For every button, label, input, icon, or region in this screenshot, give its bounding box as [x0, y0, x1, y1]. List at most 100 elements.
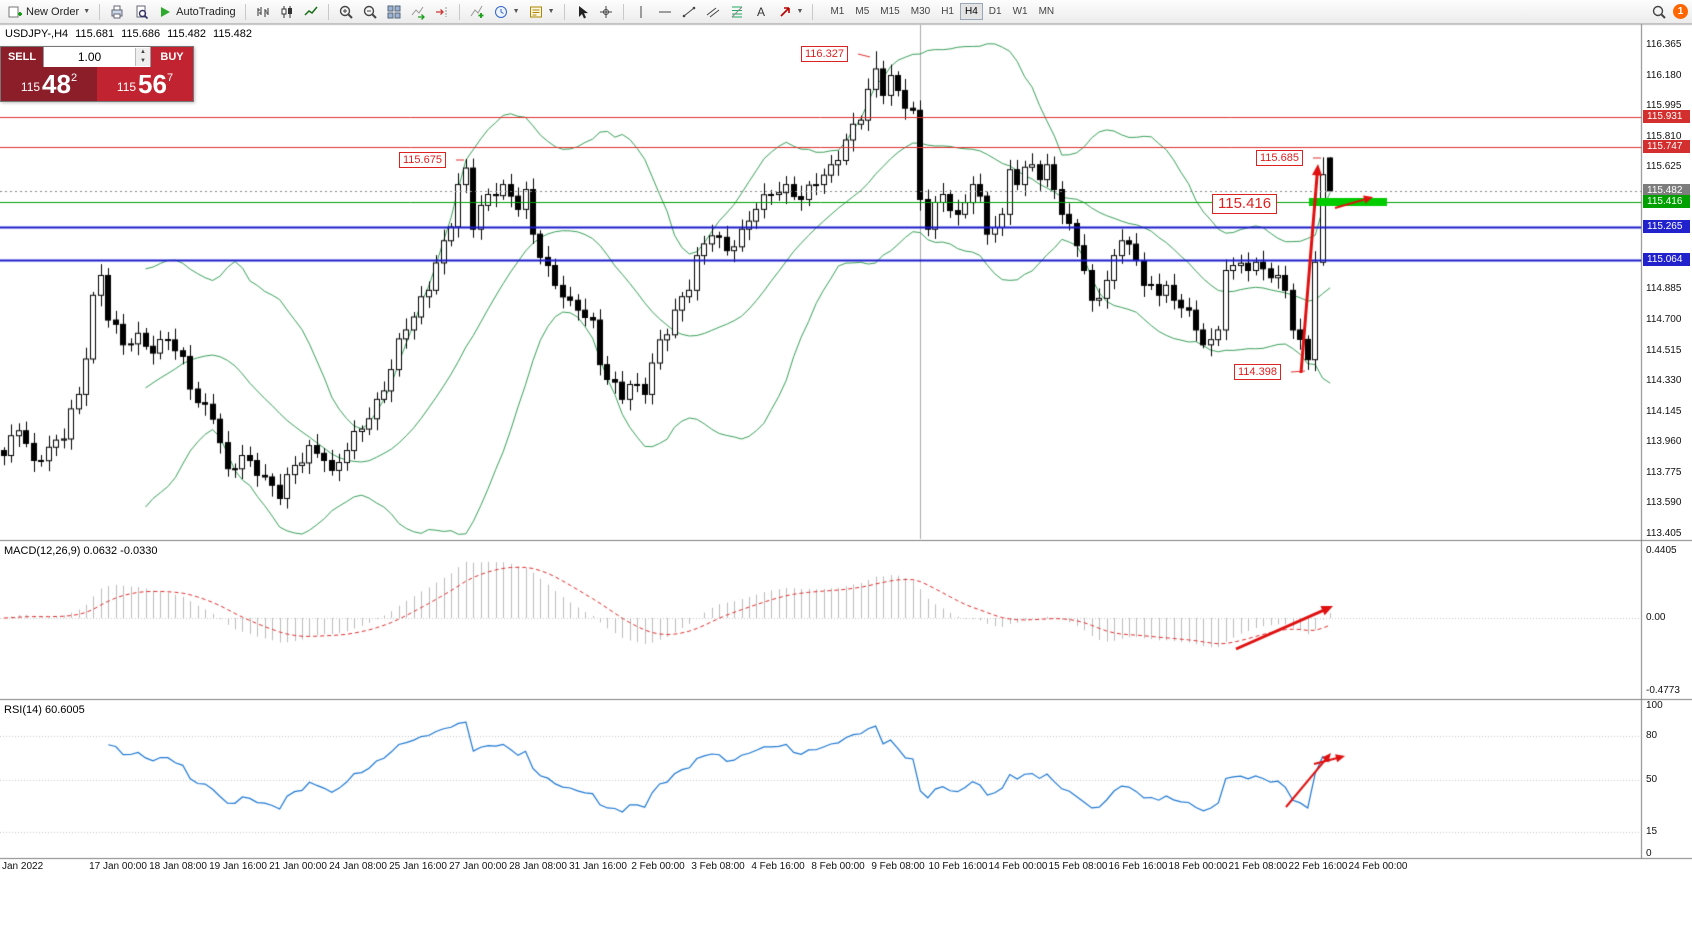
- buy-button[interactable]: BUY: [151, 47, 193, 67]
- timeframe-button-d1[interactable]: D1: [984, 3, 1007, 20]
- periods-button[interactable]: ▼: [490, 3, 523, 21]
- price-callout-label[interactable]: 115.416: [1212, 194, 1278, 214]
- cursor-button[interactable]: [571, 3, 593, 21]
- volume-decrease-button[interactable]: ▼: [136, 57, 150, 66]
- channel-icon: [705, 4, 721, 20]
- zoom-in-button[interactable]: [335, 3, 357, 21]
- timeframe-selector: M1 M5 M15 M30 H1 H4 D1 W1 MN: [825, 3, 1059, 20]
- print-button[interactable]: [106, 3, 128, 21]
- toolbar-separator: [622, 3, 624, 20]
- volume-value[interactable]: 1.00: [77, 50, 102, 64]
- price-tag: 115.064: [1643, 252, 1690, 266]
- price-axis-tick: 115.810: [1646, 130, 1682, 142]
- rsi-axis-tick: 15: [1646, 825, 1658, 837]
- new-order-button[interactable]: New Order ▼: [4, 3, 93, 21]
- sell-button[interactable]: SELL: [1, 47, 43, 67]
- time-axis-label: 24 Jan 08:00: [329, 861, 387, 872]
- time-axis-label: 3 Feb 08:00: [691, 861, 745, 872]
- time-axis-label: 18 Feb 00:00: [1168, 861, 1228, 872]
- chart-candles-icon: [279, 4, 295, 20]
- price-callout-label[interactable]: 115.685: [1256, 150, 1303, 166]
- price-axis-tick: 114.515: [1646, 344, 1682, 356]
- crosshair-button[interactable]: [595, 3, 617, 21]
- chevron-down-icon: ▼: [547, 8, 555, 15]
- time-axis-label: 16 Feb 16:00: [1108, 861, 1168, 872]
- price-axis-tick: 116.365: [1646, 39, 1682, 50]
- arrows-icon: [777, 4, 793, 20]
- buy-price-display[interactable]: 115 56 7: [97, 67, 193, 101]
- timeframe-button-h1[interactable]: H1: [936, 3, 959, 20]
- chart-shift-button[interactable]: [431, 3, 453, 21]
- text-tool-button[interactable]: A: [750, 3, 772, 21]
- indicators-icon: [469, 4, 485, 20]
- timeframe-button-m15[interactable]: M15: [875, 3, 904, 20]
- one-click-trading-widget: SELL 1.00 ▲ ▼ BUY 115 48 2 115 56 7: [0, 46, 194, 102]
- search-icon[interactable]: [1651, 4, 1667, 20]
- timeframe-button-mn[interactable]: MN: [1034, 3, 1060, 20]
- channel-button[interactable]: [702, 3, 724, 21]
- trendline-button[interactable]: [678, 3, 700, 21]
- price-axis-tick: 114.700: [1646, 314, 1682, 326]
- toolbar-separator: [563, 3, 565, 20]
- chart-bars-button[interactable]: [252, 3, 274, 21]
- rsi-axis-tick: 100: [1646, 700, 1663, 711]
- svg-text:A: A: [757, 5, 765, 19]
- chart-line-button[interactable]: [300, 3, 322, 21]
- symbol-ohlc-info: USDJPY-,H4 115.681 115.686 115.482 115.4…: [5, 28, 252, 40]
- time-axis-label: 19 Jan 16:00: [209, 861, 267, 872]
- time-axis-label: 25 Jan 16:00: [389, 861, 447, 872]
- timeframe-button-m1[interactable]: M1: [825, 3, 849, 20]
- toolbar: New Order ▼ AutoTrading: [0, 0, 1692, 24]
- sell-price-display[interactable]: 115 48 2: [1, 67, 97, 101]
- new-order-label: New Order: [26, 5, 80, 18]
- print-preview-icon: [133, 4, 149, 20]
- auto-scroll-button[interactable]: [407, 3, 429, 21]
- time-axis-label: 9 Feb 08:00: [871, 861, 925, 872]
- tile-windows-button[interactable]: [383, 3, 405, 21]
- zoom-in-icon: [338, 4, 354, 20]
- time-axis-label: Jan 2022: [2, 861, 44, 872]
- auto-scroll-icon: [410, 4, 426, 20]
- time-axis-label: 10 Feb 16:00: [928, 861, 988, 872]
- timeframe-button-h4[interactable]: H4: [959, 3, 983, 20]
- price-axis-tick: 113.590: [1646, 497, 1682, 509]
- indicators-button[interactable]: [466, 3, 488, 21]
- rsi-axis-tick: 50: [1646, 774, 1658, 785]
- arrows-tool-button[interactable]: ▼: [774, 3, 807, 21]
- symbol-name: USDJPY-,H4: [5, 28, 69, 40]
- chart-candles-button[interactable]: [276, 3, 298, 21]
- price-axis-tick: 116.180: [1646, 69, 1682, 81]
- price-callout-label[interactable]: 114.398: [1234, 364, 1281, 380]
- notification-badge[interactable]: 1: [1673, 4, 1688, 19]
- macd-indicator-label: MACD(12,26,9) 0.0632 -0.0330: [4, 545, 158, 557]
- print-preview-button[interactable]: [130, 3, 152, 21]
- new-order-icon: [7, 4, 23, 20]
- time-axis-label: 14 Feb 00:00: [988, 861, 1048, 872]
- rsi-axis-tick: 80: [1646, 729, 1658, 741]
- fibonacci-button[interactable]: [726, 3, 748, 21]
- timeframe-button-m5[interactable]: M5: [850, 3, 874, 20]
- volume-control[interactable]: 1.00 ▲ ▼: [43, 47, 151, 67]
- rsi-indicator-label: RSI(14) 60.6005: [4, 704, 85, 716]
- price-callout-label[interactable]: 116.327: [801, 46, 848, 62]
- autotrading-button[interactable]: AutoTrading: [154, 3, 239, 21]
- toolbar-separator: [327, 3, 329, 20]
- volume-increase-button[interactable]: ▲: [136, 48, 150, 57]
- time-axis-label: 27 Jan 00:00: [449, 861, 507, 872]
- horizontal-line-button[interactable]: [654, 3, 676, 21]
- price-axis-tick: 113.405: [1646, 527, 1682, 539]
- templates-button[interactable]: ▼: [525, 3, 558, 21]
- macd-axis-tick: 0.00: [1646, 612, 1666, 623]
- vertical-line-icon: [633, 4, 649, 20]
- toolbar-separator: [458, 3, 460, 20]
- vertical-line-button[interactable]: [630, 3, 652, 21]
- time-axis-label: 22 Feb 16:00: [1288, 861, 1348, 872]
- price-axis-tick: 114.885: [1646, 283, 1682, 295]
- price-tag: 115.416: [1643, 194, 1690, 208]
- timeframe-button-m30[interactable]: M30: [906, 3, 935, 20]
- price-tag: 115.931: [1643, 109, 1690, 123]
- price-callout-label[interactable]: 115.675: [399, 152, 446, 168]
- zoom-out-button[interactable]: [359, 3, 381, 21]
- timeframe-button-w1[interactable]: W1: [1008, 3, 1033, 20]
